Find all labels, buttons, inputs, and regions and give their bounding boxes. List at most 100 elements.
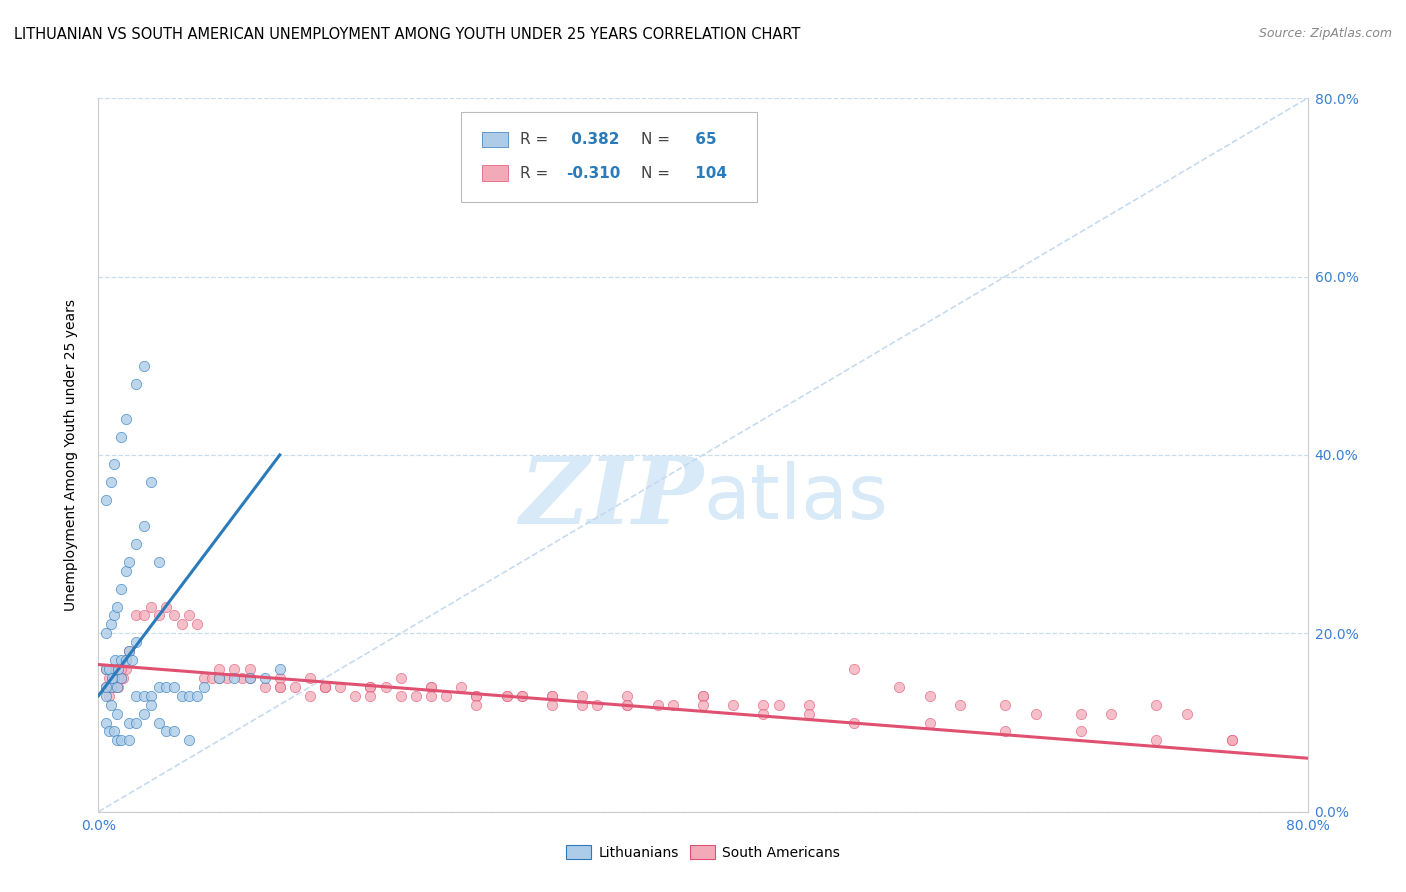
Point xyxy=(141,599,163,614)
Text: N =: N = xyxy=(641,132,675,147)
Point xyxy=(1070,724,1092,739)
Point xyxy=(314,680,336,694)
Point xyxy=(405,689,427,703)
Point xyxy=(118,555,141,569)
Point xyxy=(692,689,714,703)
Point xyxy=(994,698,1017,712)
Point xyxy=(107,662,129,676)
Point xyxy=(465,689,488,703)
Point xyxy=(94,662,117,676)
Point xyxy=(163,724,186,739)
Point xyxy=(148,715,170,730)
Point xyxy=(125,537,148,551)
Point xyxy=(114,653,136,667)
Point xyxy=(98,671,121,685)
Point xyxy=(104,653,127,667)
Point xyxy=(114,653,136,667)
Point xyxy=(692,689,714,703)
Point xyxy=(253,680,276,694)
Point xyxy=(170,617,193,632)
Point xyxy=(114,662,136,676)
Point xyxy=(1220,733,1243,747)
Point xyxy=(114,412,136,426)
Point xyxy=(186,689,208,703)
Point xyxy=(110,671,132,685)
Point xyxy=(94,680,117,694)
Point xyxy=(193,671,215,685)
Point xyxy=(132,519,155,533)
Point xyxy=(949,698,972,712)
Point xyxy=(450,680,472,694)
Point xyxy=(118,644,141,658)
Point xyxy=(239,671,262,685)
Point xyxy=(170,689,193,703)
Point xyxy=(103,671,125,685)
Point xyxy=(571,698,593,712)
Point xyxy=(994,724,1017,739)
Point xyxy=(101,671,124,685)
Point xyxy=(179,733,201,747)
Point xyxy=(110,671,132,685)
Point xyxy=(314,680,336,694)
Text: atlas: atlas xyxy=(703,461,887,534)
Point xyxy=(104,662,127,676)
Text: R =: R = xyxy=(520,132,554,147)
Point xyxy=(208,671,231,685)
Text: -0.310: -0.310 xyxy=(567,166,620,180)
Point xyxy=(132,608,155,623)
Point xyxy=(121,653,143,667)
Point xyxy=(647,698,669,712)
Legend: Lithuanians, South Americans: Lithuanians, South Americans xyxy=(561,840,845,865)
Point xyxy=(269,662,291,676)
Point xyxy=(94,626,117,640)
Point xyxy=(510,689,533,703)
Point xyxy=(844,715,866,730)
Point xyxy=(105,706,128,721)
Point xyxy=(1144,698,1167,712)
Point xyxy=(208,662,231,676)
Point xyxy=(148,608,170,623)
Point xyxy=(344,689,367,703)
Point xyxy=(105,680,128,694)
Point xyxy=(148,555,170,569)
Point xyxy=(239,662,262,676)
Point xyxy=(465,698,488,712)
Point xyxy=(540,698,562,712)
Point xyxy=(141,475,163,489)
Point xyxy=(616,698,638,712)
Point xyxy=(797,706,820,721)
Point xyxy=(752,706,775,721)
Point xyxy=(105,599,128,614)
Text: 104: 104 xyxy=(690,166,727,180)
Point xyxy=(616,698,638,712)
Point xyxy=(768,698,790,712)
Point xyxy=(105,733,128,747)
Point xyxy=(94,680,117,694)
Point xyxy=(231,671,253,685)
Point xyxy=(389,671,412,685)
Point xyxy=(662,698,685,712)
Point xyxy=(100,680,122,694)
Point xyxy=(163,608,186,623)
Point xyxy=(495,689,517,703)
Point xyxy=(132,706,155,721)
Point xyxy=(100,475,122,489)
Point xyxy=(101,671,124,685)
Point xyxy=(114,564,136,578)
Point xyxy=(148,680,170,694)
Point xyxy=(98,724,121,739)
Point xyxy=(284,680,307,694)
Point xyxy=(918,715,941,730)
Point xyxy=(141,689,163,703)
Point xyxy=(193,680,215,694)
Point xyxy=(103,724,125,739)
Point xyxy=(100,617,122,632)
Point xyxy=(118,715,141,730)
Point xyxy=(110,653,132,667)
Point xyxy=(94,492,117,507)
Point xyxy=(797,698,820,712)
Point xyxy=(314,680,336,694)
Point xyxy=(329,680,352,694)
Point xyxy=(110,662,132,676)
Point xyxy=(100,680,122,694)
